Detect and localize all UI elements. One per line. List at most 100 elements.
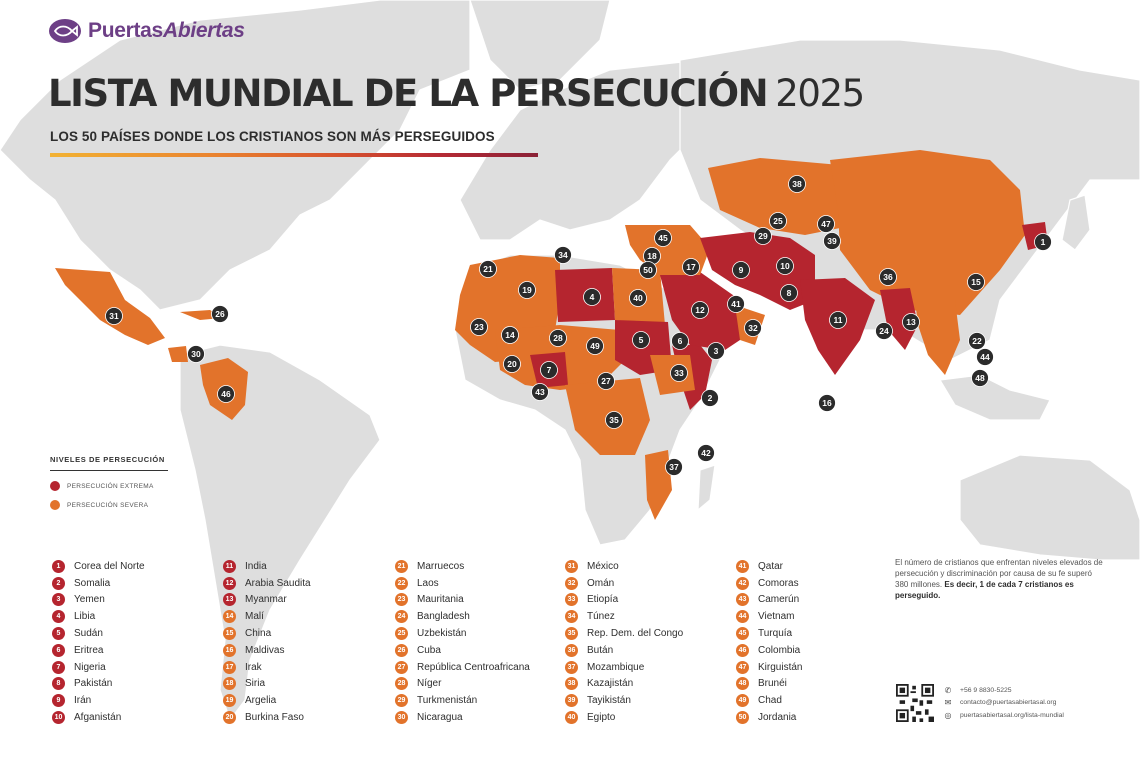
rank-badge: 17 — [223, 660, 236, 674]
map-marker: 38 — [788, 175, 806, 193]
rank-badge: 48 — [736, 677, 749, 691]
map-marker-dot — [818, 394, 836, 412]
map-marker-dot — [629, 289, 647, 307]
madagascar — [697, 464, 716, 512]
country-name: Arabia Saudita — [245, 577, 311, 589]
map-marker-label: 39 — [827, 236, 837, 246]
map-marker-dot — [744, 319, 762, 337]
map-marker-label: 47 — [821, 219, 831, 229]
map-marker-label: 37 — [669, 462, 679, 472]
note-emphasis: Es decir, 1 de cada 7 cristianos es pers… — [895, 580, 1074, 600]
country-list-item: 12 Arabia Saudita — [223, 575, 311, 592]
legend-title: NIVELES DE PERSECUCIÓN — [50, 455, 165, 464]
legend-item-severe: PERSECUCIÓN SEVERA — [50, 500, 168, 510]
country-name: Turquía — [758, 628, 793, 640]
country-list-column: 1 Corea del Norte 2 Somalia 3 Yemen 4 Libia 5 Sud… — [52, 558, 145, 726]
country-name: Corea del Norte — [74, 560, 145, 572]
country-name: Túnez — [587, 611, 615, 623]
country-name: Myanmar — [245, 594, 287, 606]
legend-item-extreme: PERSECUCIÓN EXTREMA — [50, 481, 168, 491]
country-name: Nigeria — [74, 661, 106, 673]
country-list-item: 35 Rep. Dem. del Congo — [565, 625, 683, 642]
map-marker: 46 — [217, 385, 235, 403]
country-list-column: 11 India 12 Arabia Saudita 13 Myanmar 14 Malí 15… — [223, 558, 311, 726]
map-marker-label: 43 — [535, 387, 545, 397]
country-name: República Centroafricana — [417, 661, 530, 673]
country-list-item: 46 Colombia — [736, 642, 802, 659]
rank-badge: 29 — [395, 694, 408, 708]
legend-label-extreme: PERSECUCIÓN EXTREMA — [67, 482, 154, 490]
rank-badge: 47 — [736, 660, 749, 674]
southeast-asia-islands — [939, 374, 1051, 421]
country-name: Turkmenistán — [417, 695, 478, 707]
country-name: Omán — [587, 577, 615, 589]
map-marker: 36 — [879, 268, 897, 286]
map-marker: 14 — [501, 326, 519, 344]
map-marker: 37 — [665, 458, 683, 476]
page-subtitle: LOS 50 PAÍSES DONDE LOS CRISTIANOS SON M… — [50, 129, 495, 144]
rank-badge: 30 — [395, 711, 408, 725]
map-marker-label: 31 — [109, 311, 119, 321]
country-name: Afganistán — [74, 712, 122, 724]
map-marker: 19 — [518, 281, 536, 299]
map-marker-label: 15 — [971, 277, 981, 287]
map-marker-dot — [470, 318, 488, 336]
map-marker-label: 14 — [505, 330, 515, 340]
country-list-item: 45 Turquía — [736, 625, 802, 642]
map-marker-label: 35 — [609, 415, 619, 425]
country-list-item: 27 República Centroafricana — [395, 659, 530, 676]
brand-name: PuertasAbiertas — [88, 19, 245, 43]
map-marker: 2 — [701, 389, 719, 407]
map-marker: 32 — [744, 319, 762, 337]
country-list-item: 26 Cuba — [395, 642, 530, 659]
rank-badge: 12 — [223, 576, 236, 590]
map-marker-dot — [554, 246, 572, 264]
japan — [1061, 194, 1091, 251]
contact-email[interactable]: ✉ contacto@puertasabiertasal.org — [943, 697, 1064, 710]
map-marker-dot — [823, 232, 841, 250]
map-marker-dot — [105, 307, 123, 325]
rank-badge: 5 — [52, 627, 65, 641]
map-marker-dot — [732, 261, 750, 279]
legend: NIVELES DE PERSECUCIÓN PERSECUCIÓN EXTRE… — [50, 455, 168, 519]
map-marker: 31 — [105, 307, 123, 325]
map-marker-label: 7 — [547, 365, 552, 375]
map-marker: 30 — [187, 345, 205, 363]
map-marker-dot — [875, 322, 893, 340]
title-gradient-rule — [50, 153, 538, 157]
rank-badge: 3 — [52, 593, 65, 607]
map-marker: 17 — [682, 258, 700, 276]
country-list-column: 21 Marruecos 22 Laos 23 Mauritania 24 Banglades… — [395, 558, 530, 726]
country-name: Nicaragua — [417, 712, 463, 724]
map-marker: 10 — [776, 257, 794, 275]
map-marker: 24 — [875, 322, 893, 340]
map-marker: 9 — [732, 261, 750, 279]
contact-website[interactable]: ◎ puertasabiertasal.org/lista-mundial — [943, 709, 1064, 722]
country-name: Mauritania — [417, 594, 464, 606]
country-name: Brunéi — [758, 678, 787, 690]
map-marker-label: 27 — [601, 376, 611, 386]
rank-badge: 11 — [223, 559, 236, 573]
globe-icon: ◎ — [944, 710, 952, 720]
country-list-item: 29 Turkmenistán — [395, 692, 530, 709]
region-myanmar — [880, 288, 918, 350]
map-marker-label: 10 — [780, 261, 790, 271]
map-marker-dot — [583, 288, 601, 306]
contact-phone[interactable]: ✆ +56 9 8830-5225 — [943, 684, 1064, 697]
page-title: LISTA MUNDIAL DE LA PERSECUCIÓN 2025 — [48, 72, 865, 115]
legend-label-severe: PERSECUCIÓN SEVERA — [67, 501, 149, 509]
qr-code-icon[interactable] — [896, 684, 934, 722]
map-marker: 50 — [639, 261, 657, 279]
rank-badge: 37 — [565, 660, 578, 674]
map-marker-label: 23 — [474, 322, 484, 332]
map-marker-label: 11 — [834, 315, 843, 325]
map-marker: 41 — [727, 295, 745, 313]
region-central-asia — [708, 158, 860, 235]
country-list-item: 50 Jordania — [736, 709, 802, 726]
rank-badge: 49 — [736, 694, 749, 708]
country-list-item: 43 Camerún — [736, 592, 802, 609]
map-marker-label: 33 — [674, 368, 684, 378]
map-marker-dot — [518, 281, 536, 299]
rank-badge: 10 — [52, 711, 65, 725]
